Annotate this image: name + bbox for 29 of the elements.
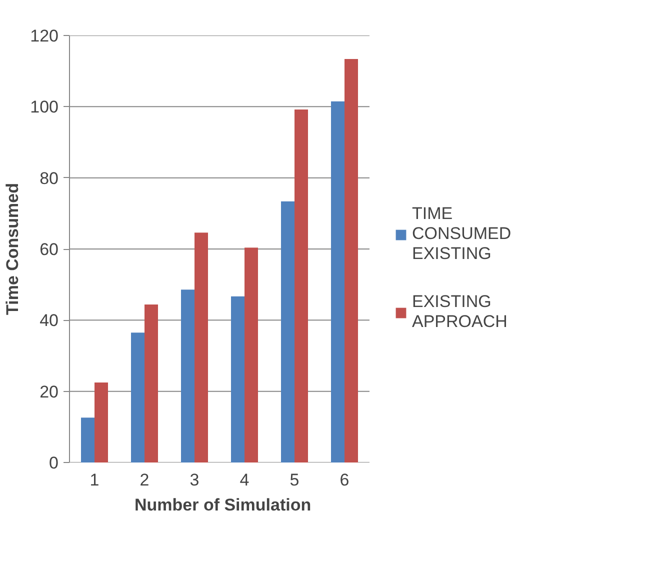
x-tick-label: 3	[190, 470, 200, 490]
y-tick-label: 0	[49, 454, 59, 472]
bar	[244, 248, 258, 462]
bar	[81, 418, 94, 462]
bar	[294, 110, 308, 462]
bar	[231, 296, 244, 462]
y-tick-label: 80	[40, 168, 59, 188]
bar	[181, 290, 194, 462]
x-tick-label: 4	[240, 470, 250, 490]
bar	[331, 101, 344, 462]
bar	[94, 382, 108, 462]
y-tick-label: 40	[40, 311, 59, 330]
y-tick-label: 120	[30, 26, 59, 46]
y-axis-title: Time Consumed	[3, 183, 22, 315]
bar	[131, 332, 144, 462]
y-tick-label: 60	[40, 240, 59, 259]
x-tick-label: 6	[340, 470, 350, 490]
bar	[344, 58, 358, 462]
y-tick-label: 100	[30, 98, 59, 117]
x-axis-title: Number of Simulation	[134, 496, 312, 514]
y-tick-label: 20	[40, 382, 59, 402]
bar	[194, 232, 208, 462]
x-tick-label: 1	[90, 470, 100, 490]
x-tick-label: 2	[140, 470, 150, 490]
legend-label: EXISTING APPROACH	[412, 292, 508, 332]
x-tick-label: 5	[290, 470, 300, 490]
bar	[144, 304, 158, 462]
legend-label: TIME CONSUMED EXISTING	[412, 204, 512, 264]
bar	[281, 201, 294, 462]
